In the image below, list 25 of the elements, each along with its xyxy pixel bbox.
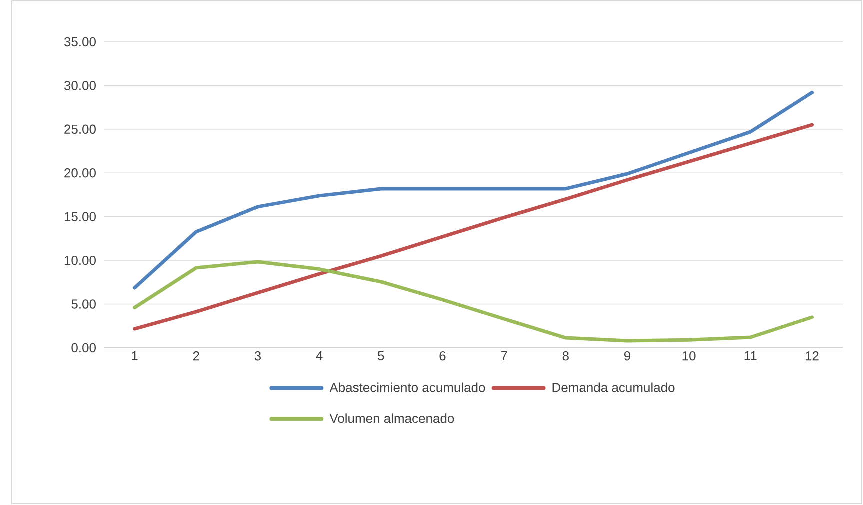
x-tick-label: 5 xyxy=(378,352,384,361)
line-series xyxy=(133,260,814,343)
x-tick-label: 2 xyxy=(193,352,200,361)
y-tick-label: 35.00 xyxy=(64,37,96,47)
x-tick-label: 6 xyxy=(440,352,446,361)
y-tick-label: 0.00 xyxy=(72,343,96,353)
legend-label: Demanda acumulado xyxy=(552,382,675,392)
legend-label: Volumen almacenado xyxy=(330,414,454,424)
y-tick-label: 5.00 xyxy=(72,300,96,309)
x-tick-label: 3 xyxy=(254,352,262,361)
y-tick-label: 25.00 xyxy=(64,124,96,134)
y-tick-label: 20.00 xyxy=(64,168,96,178)
x-tick-label: 4 xyxy=(316,352,323,360)
y-tick-label: 15.00 xyxy=(64,212,96,222)
x-tick-label: 11 xyxy=(744,352,757,360)
y-tick-label: 10.00 xyxy=(64,256,96,266)
x-tick-label: 12 xyxy=(806,352,819,361)
x-tick-label: 10 xyxy=(682,352,696,361)
x-tick-label: 7 xyxy=(501,352,508,360)
x-tick-label: 9 xyxy=(624,352,630,361)
x-tick-label: 8 xyxy=(562,352,569,361)
legend-label: Abastecimiento acumulado xyxy=(330,382,486,392)
x-tick-label: 1 xyxy=(132,352,138,360)
y-tick-label: 30.00 xyxy=(64,81,96,90)
line-series xyxy=(133,123,814,331)
